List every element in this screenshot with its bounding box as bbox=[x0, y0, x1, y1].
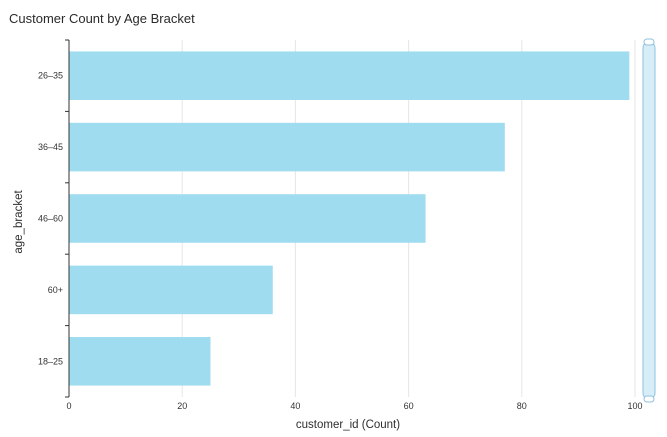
bar-4[interactable] bbox=[69, 337, 211, 386]
chart-title: Customer Count by Age Bracket bbox=[9, 11, 195, 26]
scrollbar-bottom-handle[interactable] bbox=[643, 395, 655, 403]
x-tick-label: 100 bbox=[627, 401, 642, 411]
y-tick-label: 36–45 bbox=[38, 142, 63, 152]
x-tick-label: 80 bbox=[517, 401, 527, 411]
y-tick-label: 18–25 bbox=[38, 356, 63, 366]
vertical-scrollbar[interactable] bbox=[642, 38, 656, 403]
y-tick-label: 60+ bbox=[48, 285, 63, 295]
bar-2[interactable] bbox=[69, 194, 426, 243]
x-tick-label: 20 bbox=[177, 401, 187, 411]
y-tick-label: 46–60 bbox=[38, 214, 63, 224]
bars bbox=[69, 51, 630, 386]
x-axis-title: customer_id (Count) bbox=[296, 419, 400, 431]
bar-3[interactable] bbox=[69, 265, 273, 315]
bar-1[interactable] bbox=[69, 122, 505, 172]
y-tick-label: 26–35 bbox=[38, 71, 63, 81]
scrollbar-top-handle[interactable] bbox=[643, 38, 655, 46]
axes: 0 20 40 60 80 100 26–35 36–45 46–60 60+ 18–25 bbox=[38, 39, 643, 411]
y-axis-title: age_bracket bbox=[13, 190, 25, 254]
scrollbar-track[interactable] bbox=[642, 41, 656, 400]
bar-0[interactable] bbox=[69, 51, 630, 100]
x-tick-label: 0 bbox=[66, 401, 71, 411]
x-tick-label: 40 bbox=[290, 401, 300, 411]
x-tick-label: 60 bbox=[404, 401, 414, 411]
